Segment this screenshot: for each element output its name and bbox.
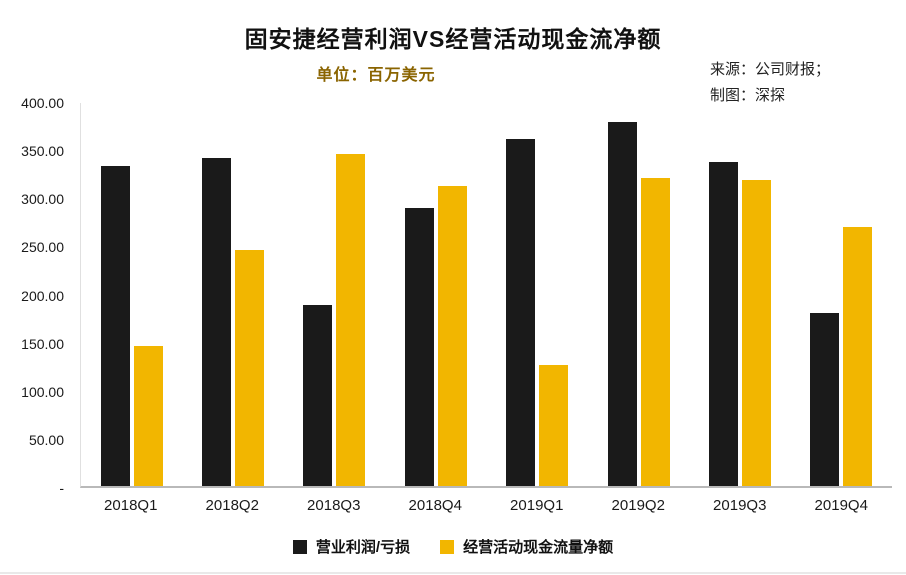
y-tick-label: 350.00 xyxy=(21,143,64,160)
bar xyxy=(100,166,130,486)
bar xyxy=(303,305,333,486)
x-tick-label: 2018Q4 xyxy=(408,497,462,514)
y-axis: 400.00 350.00 300.00 250.00 200.00 150.00 100.… xyxy=(0,95,72,496)
x-tick-label: 2018Q3 xyxy=(307,497,361,514)
bar xyxy=(404,208,434,486)
bottom-divider xyxy=(0,572,906,574)
x-tick-label: 2018Q2 xyxy=(205,497,259,514)
bar xyxy=(741,179,771,486)
y-tick-label: 250.00 xyxy=(21,239,64,256)
plot-area xyxy=(81,103,892,486)
legend-swatch xyxy=(292,539,307,554)
bar xyxy=(506,139,536,486)
y-tick-label: 150.00 xyxy=(21,335,64,352)
bar-group-2019Q2 xyxy=(588,103,689,486)
x-tick-label: 2018Q1 xyxy=(104,497,158,514)
bar xyxy=(843,226,873,486)
bar-group-2019Q1 xyxy=(487,103,588,486)
x-tick-label: 2019Q1 xyxy=(510,497,564,514)
bar xyxy=(539,365,569,486)
bar-group-2019Q3 xyxy=(689,103,790,486)
chart-title: 固安捷经营利润VS经营活动现金流净额 xyxy=(244,26,662,52)
bar xyxy=(708,162,738,486)
y-tick-label: 100.00 xyxy=(21,383,64,400)
bar xyxy=(235,249,265,486)
bar xyxy=(607,122,637,486)
y-tick-label: - xyxy=(59,480,64,496)
chart-subtitle: 单位：百万美元 xyxy=(316,67,436,84)
source-note: 来源：公司财报； 制图：深探 xyxy=(710,57,830,110)
y-tick-label: 400.00 xyxy=(21,95,64,111)
y-tick-label: 300.00 xyxy=(21,191,64,208)
bar xyxy=(640,177,670,486)
y-tick-label: 200.00 xyxy=(21,287,64,304)
bar xyxy=(133,346,163,486)
bar-group-2019Q4 xyxy=(791,103,892,486)
legend-item: 经营活动现金流量净额 xyxy=(440,536,613,557)
bar-group-2018Q1 xyxy=(81,103,182,486)
bar-group-2018Q4 xyxy=(385,103,486,486)
source-line-1: 来源：公司财报； xyxy=(710,61,831,78)
bar-group-2018Q3 xyxy=(284,103,385,486)
bar xyxy=(336,153,366,486)
legend-label: 经营活动现金流量净额 xyxy=(463,539,614,556)
x-axis: 2018Q1 2018Q2 2018Q3 2018Q4 2019Q1 2019Q2 2019… xyxy=(80,497,892,514)
legend: 营业利润/亏损 经营活动现金流量净额 xyxy=(0,536,906,557)
bar-group-2018Q2 xyxy=(182,103,283,486)
legend-label: 营业利润/亏损 xyxy=(315,539,411,556)
bar xyxy=(437,186,467,486)
x-tick-label: 2019Q4 xyxy=(814,497,868,514)
legend-item: 营业利润/亏损 xyxy=(292,536,411,557)
x-tick-label: 2019Q2 xyxy=(611,497,665,514)
plot-wrap xyxy=(80,103,892,488)
bar xyxy=(810,312,840,486)
x-tick-label: 2019Q3 xyxy=(713,497,767,514)
legend-swatch xyxy=(440,539,455,554)
bar xyxy=(202,157,232,486)
source-line-2: 制图：深探 xyxy=(710,87,786,105)
y-tick-label: 50.00 xyxy=(28,431,64,448)
